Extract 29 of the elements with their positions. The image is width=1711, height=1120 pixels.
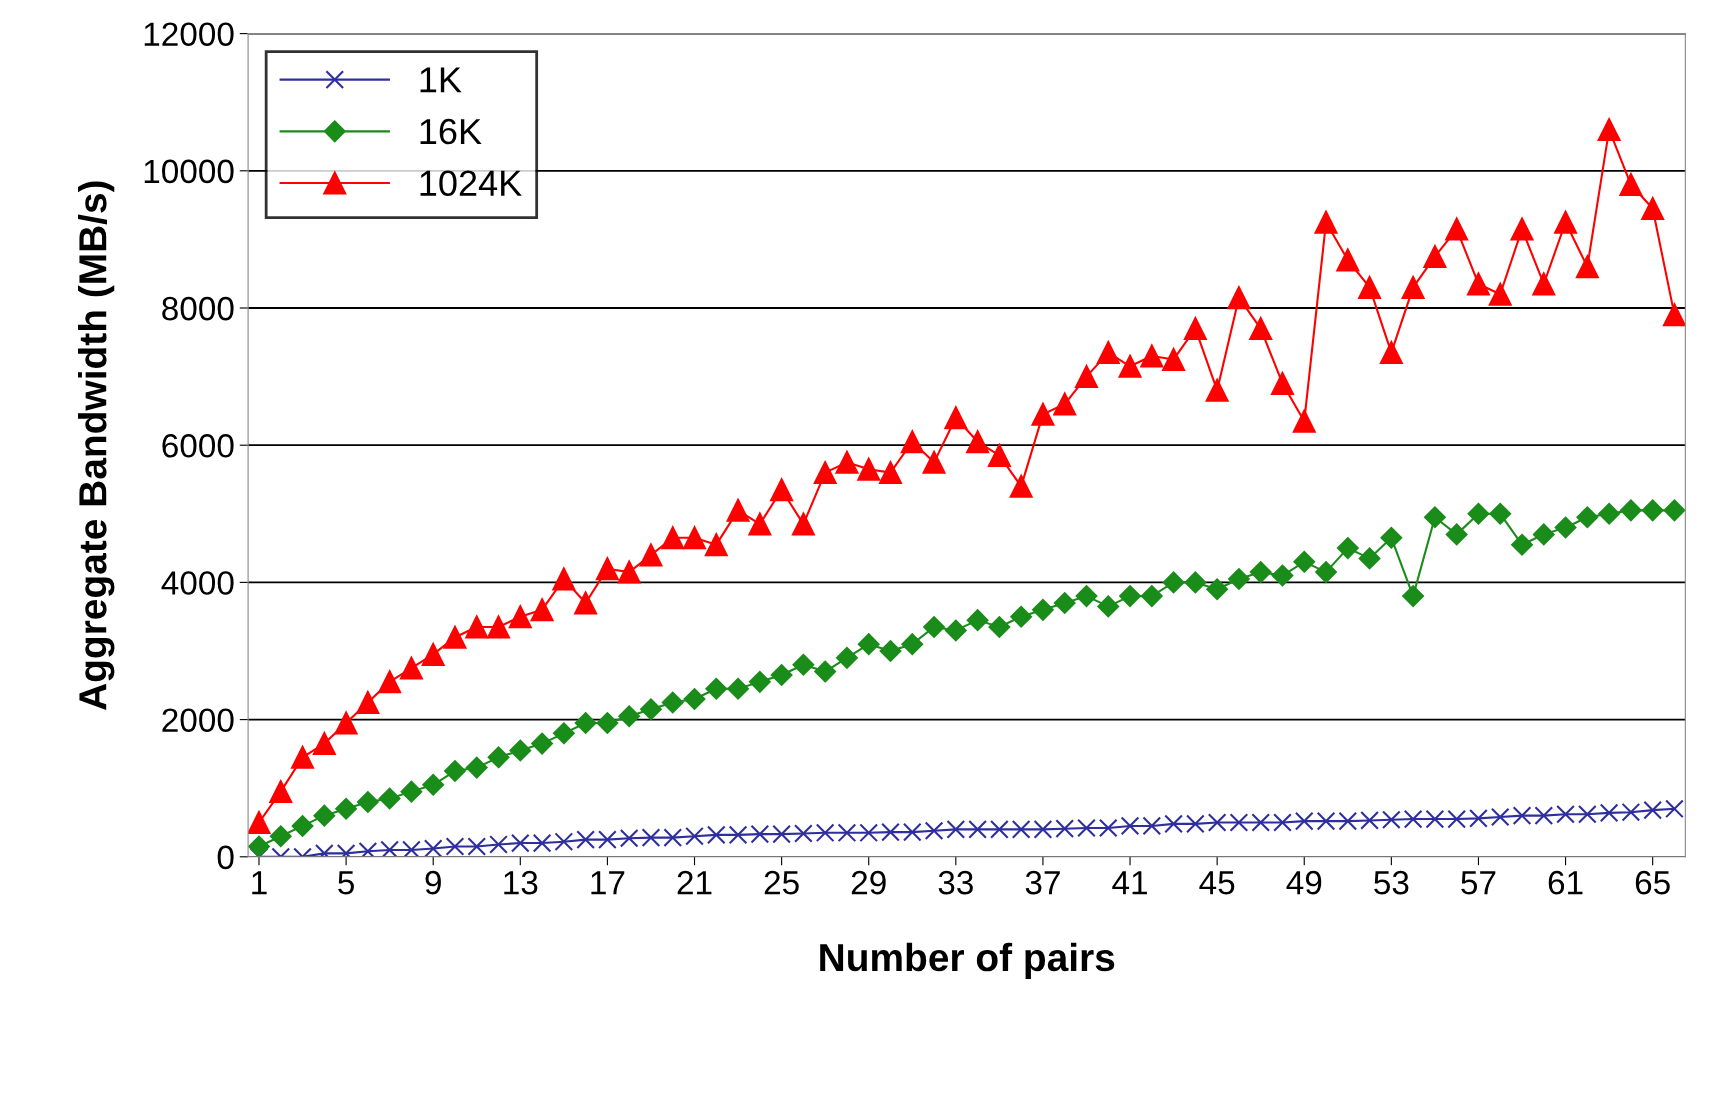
legend-label: 1K (420, 67, 462, 93)
x-tick-label: 17 (591, 871, 625, 895)
x-tick-label: 9 (425, 870, 441, 895)
y-axis-title: Aggregate Bandwidth (MB/s) (78, 181, 115, 710)
x-tick-label: 33 (938, 870, 973, 895)
legend-label: 1024K (420, 170, 522, 197)
x-tick-label: 1 (252, 871, 267, 895)
x-tick-label: 13 (504, 870, 538, 895)
x-tick-label: 65 (1635, 870, 1670, 895)
x-tick-label: 61 (1548, 870, 1583, 895)
x-tick-label: 29 (851, 870, 886, 895)
y-tick-label: 4000 (161, 571, 234, 595)
y-tick-label: 2000 (162, 708, 234, 733)
x-tick-label: 37 (1025, 870, 1060, 895)
y-tick-label: 8000 (162, 296, 234, 321)
legend-label: 16K (420, 118, 482, 145)
x-tick-label: 25 (764, 870, 799, 895)
x-tick-label: 45 (1199, 871, 1235, 895)
x-tick-label: 41 (1112, 871, 1147, 895)
x-tick-label: 21 (677, 870, 712, 895)
x-tick-label: 49 (1286, 870, 1322, 895)
x-tick-label: 53 (1374, 870, 1409, 895)
y-tick-label: 6000 (162, 434, 234, 458)
x-axis-title: Number of pairs (820, 942, 1115, 979)
y-tick-label: 10000 (144, 159, 234, 184)
y-tick-label: 12000 (144, 22, 234, 47)
x-tick-label: 57 (1461, 871, 1496, 895)
y-tick-label: 0 (217, 845, 234, 870)
x-tick-label: 5 (338, 871, 354, 895)
